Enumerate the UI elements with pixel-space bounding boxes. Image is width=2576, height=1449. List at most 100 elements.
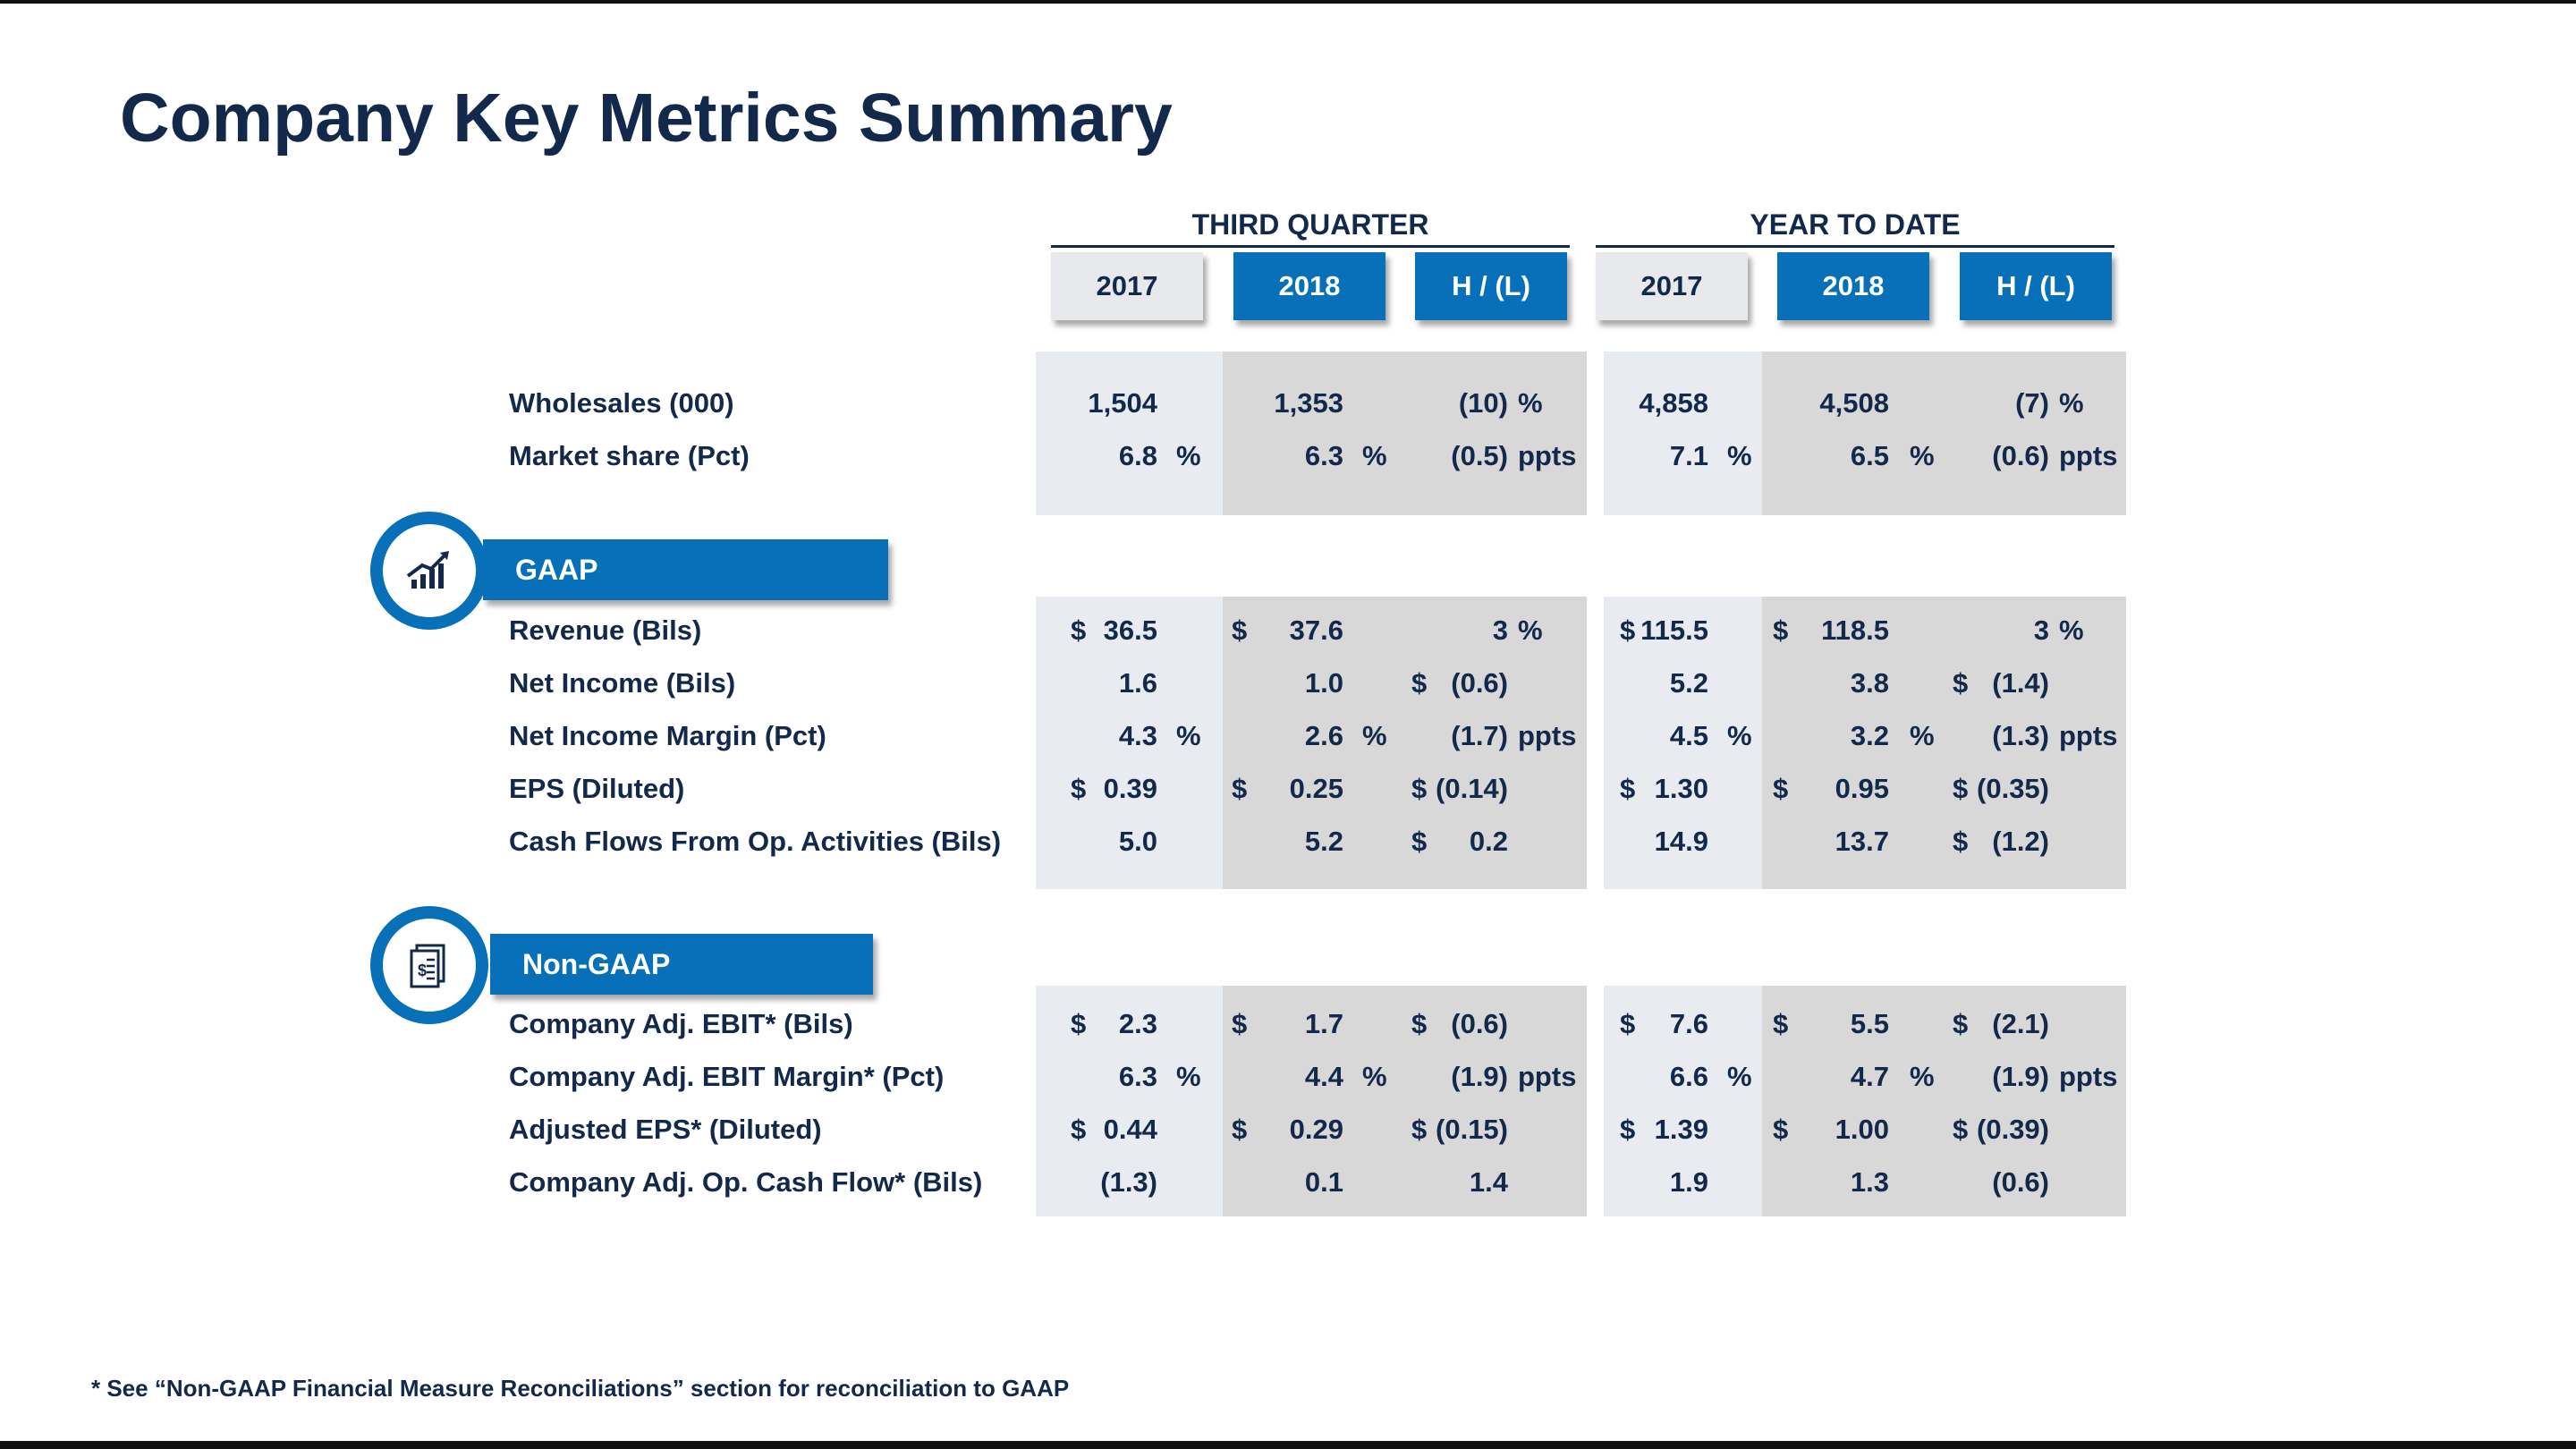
cell-currency: $ — [1411, 1008, 1428, 1039]
cell-unit: % — [1176, 720, 1201, 751]
section-label-non-gaap: Non-GAAP — [522, 948, 671, 980]
cell-value: 1.0 — [1304, 667, 1343, 699]
cell-value: 4,858 — [1639, 387, 1708, 419]
cell-value: (0.6) — [1992, 440, 2049, 471]
cell-value: 0.1 — [1304, 1166, 1343, 1198]
row-label: Company Adj. EBIT Margin* (Pct) — [509, 1061, 945, 1092]
cell-value: 2.6 — [1304, 720, 1343, 751]
cell-unit: % — [2059, 387, 2084, 419]
bg-block2-q2018 — [1223, 597, 1587, 889]
group-header-year-to-date: YEAR TO DATE — [1596, 204, 2114, 248]
cell-unit: ppts — [2059, 1061, 2118, 1092]
cell-currency: $ — [1071, 614, 1087, 646]
cell-value: (1.3) — [1100, 1166, 1157, 1198]
cell-value: (7) — [2015, 387, 2049, 419]
section-label-gaap: GAAP — [515, 554, 598, 586]
cell-value: 36.5 — [1103, 614, 1157, 646]
cell-value: (1.4) — [1992, 667, 2049, 699]
cell-currency: $ — [1411, 1114, 1428, 1145]
cell-value: 5.5 — [1850, 1008, 1889, 1039]
cell-unit: ppts — [2059, 440, 2118, 471]
group-header-third-quarter: THIRD QUARTER — [1051, 204, 1570, 248]
cell-value: 4,508 — [1819, 387, 1889, 419]
cell-unit: % — [1176, 440, 1201, 471]
cell-unit: % — [1727, 1061, 1752, 1092]
cell-currency: $ — [1620, 1114, 1636, 1145]
cell-unit: % — [1518, 387, 1543, 419]
cell-value: 5.2 — [1304, 826, 1343, 857]
cell-value: 6.3 — [1304, 440, 1343, 471]
col-header-q-hl: H / (L) — [1415, 252, 1567, 320]
cell-currency: $ — [1620, 1008, 1636, 1039]
cell-value: (1.3) — [1992, 720, 2049, 751]
cell-value: 0.44 — [1103, 1114, 1157, 1145]
cell-currency: $ — [1953, 1008, 1969, 1039]
row-label: Net Income Margin (Pct) — [509, 720, 826, 751]
cell-value: 3.8 — [1850, 667, 1889, 699]
cell-value: 14.9 — [1654, 826, 1708, 857]
cell-value: 1.00 — [1835, 1114, 1889, 1145]
cell-value: (0.6) — [1451, 1008, 1508, 1039]
cell-currency: $ — [1071, 1114, 1087, 1145]
cell-currency: $ — [1232, 1114, 1248, 1145]
cell-value: (0.35) — [1977, 773, 2049, 804]
cell-currency: $ — [1953, 1114, 1969, 1145]
page-title: Company Key Metrics Summary — [120, 80, 1173, 157]
cell-value: 4.3 — [1118, 720, 1157, 751]
cell-value: (0.39) — [1977, 1114, 2049, 1145]
cell-currency: $ — [1773, 773, 1789, 804]
cell-currency: $ — [1232, 614, 1248, 646]
cell-value: 13.7 — [1835, 826, 1889, 857]
cell-unit: ppts — [1518, 720, 1577, 751]
row-label: EPS (Diluted) — [509, 773, 685, 804]
row-label: Revenue (Bils) — [509, 614, 702, 646]
cell-value: 1.30 — [1654, 773, 1708, 804]
footnote: * See “Non-GAAP Financial Measure Reconc… — [91, 1375, 1070, 1402]
cell-currency: $ — [1411, 773, 1428, 804]
col-header-ytd-2018: 2018 — [1777, 252, 1929, 320]
svg-text:$: $ — [418, 962, 427, 979]
cell-value: (0.15) — [1436, 1114, 1508, 1145]
cell-unit: % — [1910, 440, 1935, 471]
row-label: Adjusted EPS* (Diluted) — [509, 1114, 822, 1145]
cell-unit: % — [1518, 614, 1543, 646]
cell-value: 115.5 — [1640, 614, 1708, 646]
row-label: Company Adj. Op. Cash Flow* (Bils) — [509, 1166, 983, 1198]
cell-value: (0.5) — [1451, 440, 1508, 471]
cell-value: 1,353 — [1274, 387, 1343, 419]
bg-block3-y2017 — [1604, 986, 1762, 1216]
trend-chart-icon — [406, 551, 449, 589]
gaap-badge — [370, 512, 488, 630]
cell-value: (2.1) — [1992, 1008, 2049, 1039]
cell-unit: ppts — [2059, 720, 2118, 751]
cell-unit: % — [1910, 720, 1935, 751]
bg-block2-q2017 — [1036, 597, 1223, 889]
cell-unit: % — [1362, 720, 1387, 751]
bg-block1-y2017 — [1604, 352, 1762, 515]
cell-unit: % — [2059, 614, 2084, 646]
cell-value: 0.29 — [1289, 1114, 1343, 1145]
cell-value: 3.2 — [1850, 720, 1889, 751]
cell-unit: ppts — [1518, 1061, 1577, 1092]
cell-value: 4.5 — [1669, 720, 1708, 751]
cell-value: (0.6) — [1451, 667, 1508, 699]
cell-unit: % — [1727, 440, 1752, 471]
cell-value: 7.1 — [1669, 440, 1708, 471]
cell-currency: $ — [1773, 1114, 1789, 1145]
cell-value: (1.9) — [1992, 1061, 2049, 1092]
bg-block1-y2018 — [1762, 352, 2126, 515]
cell-currency: $ — [1620, 773, 1636, 804]
cell-value: (1.7) — [1451, 720, 1508, 751]
cell-currency: $ — [1232, 1008, 1248, 1039]
cell-value: (0.14) — [1436, 773, 1508, 804]
cell-value: 6.3 — [1118, 1061, 1157, 1092]
cell-value: 0.2 — [1469, 826, 1508, 857]
financial-document-icon: $ — [410, 944, 445, 988]
cell-currency: $ — [1071, 1008, 1087, 1039]
bg-block2-y2018 — [1762, 597, 2126, 889]
cell-currency: $ — [1953, 826, 1969, 857]
cell-unit: % — [1727, 720, 1752, 751]
cell-value: 1.9 — [1669, 1166, 1708, 1198]
cell-value: 1.7 — [1304, 1008, 1343, 1039]
cell-value: 1.4 — [1469, 1166, 1508, 1198]
